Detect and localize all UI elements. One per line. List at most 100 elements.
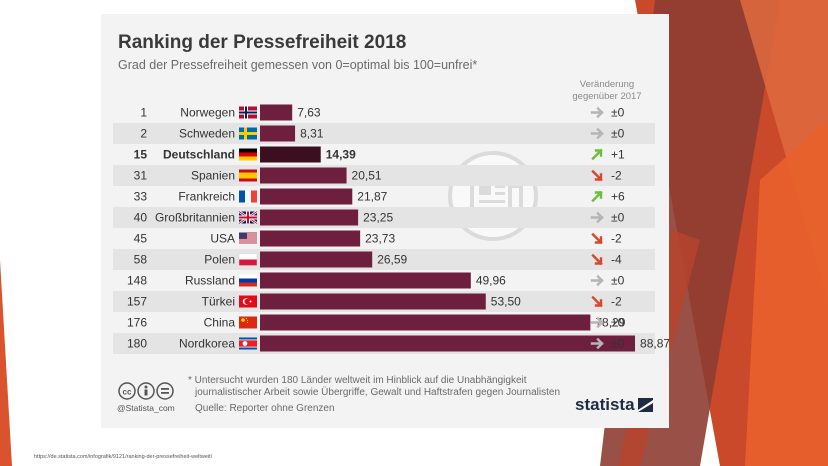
value-label: 7,63 [297, 106, 321, 120]
rank-label: 15 [134, 148, 148, 162]
rank-label: 40 [134, 211, 148, 225]
arrow-right-icon [590, 106, 604, 119]
value-label: 23,25 [363, 211, 393, 225]
flag-cn-icon [239, 316, 257, 329]
flag-gb-icon [238, 210, 258, 225]
bar-norwegen [260, 104, 293, 121]
chart-row-polen: 58 Polen 26,59 -4 [113, 249, 655, 270]
change-label: ±0 [611, 337, 625, 351]
chart-row-frankreich: 33 Frankreich 21,87 +6 [134, 188, 625, 205]
country-label: China [204, 316, 236, 330]
chart-row-schweden: 2 Schweden 8,31 ±0 [113, 123, 655, 144]
flag-us-icon [239, 232, 257, 245]
statista-logo: statista [575, 395, 635, 414]
chart-row-norwegen: 1 Norwegen 7,63 ±0 [140, 104, 625, 121]
change-label: ±0 [611, 127, 625, 141]
chart-row-nordkorea: 180 Nordkorea 88,87 ±0 [113, 333, 669, 354]
change-label: ±0 [611, 106, 625, 120]
rank-label: 33 [134, 190, 148, 204]
chart-title: Ranking der Pressefreiheit 2018 [118, 32, 406, 53]
flag-fr-icon [239, 190, 257, 203]
change-label: -2 [611, 169, 622, 183]
change-header-line2: gegenüber 2017 [572, 91, 641, 102]
chart-row-china: 176 China 78,29±0 [127, 314, 626, 331]
statista-logo-mark-cut [638, 400, 653, 412]
arrow-right-icon [590, 274, 604, 287]
country-label: Schweden [179, 127, 235, 141]
arrow-down-right-icon [591, 253, 603, 266]
change-header-line1: Veränderung [580, 79, 634, 90]
chart-subtitle: Grad der Pressefreiheit gemessen von 0=o… [118, 58, 477, 72]
flag-ru-icon [239, 274, 257, 287]
flag-kp-icon [239, 337, 257, 350]
change-label: ±0 [611, 316, 625, 330]
arrow-right-icon [590, 211, 604, 224]
source-url[interactable]: https://de.statista.com/infografik/9121/… [34, 454, 213, 460]
country-label: USA [210, 232, 235, 246]
rank-label: 45 [134, 232, 148, 246]
country-label: Nordkorea [179, 337, 235, 351]
attribution-icon [137, 382, 155, 400]
bar-großbritannien [260, 209, 359, 226]
value-label: 8,31 [300, 127, 324, 141]
change-label: -4 [611, 253, 622, 267]
arrow-down-right-icon [591, 232, 603, 245]
arrow-right-icon [590, 316, 604, 329]
footnote-line2: journalistischer Arbeit sowie Übergriffe… [194, 386, 560, 398]
bar-frankreich [260, 188, 353, 205]
footnote-line1: * Untersucht wurden 180 Länder weltweit … [188, 375, 527, 386]
rank-label: 180 [127, 337, 147, 351]
value-label: 78,29 [595, 316, 625, 330]
value-label: 14,39 [326, 148, 356, 162]
country-label: Spanien [191, 169, 235, 183]
infographic-card: Ranking der Pressefreiheit 2018 Grad der… [101, 14, 669, 428]
rank-label: 2 [140, 127, 147, 141]
flag-tr-icon [239, 295, 257, 308]
flag-se-icon [239, 127, 257, 140]
bar-nordkorea [260, 335, 636, 352]
statista-handle: @Statista_com [117, 403, 175, 413]
flag-de-icon [239, 148, 257, 161]
bar-usa [260, 230, 361, 247]
chart-row-deutschland: 15 Deutschland 14,39 +1 [134, 146, 625, 163]
country-label: Norwegen [180, 106, 235, 120]
no-derivatives-icon [156, 382, 174, 400]
deco-shape-left [0, 260, 12, 466]
rank-label: 148 [127, 274, 147, 288]
country-label: Frankreich [178, 190, 235, 204]
source-label: Quelle: Reporter ohne Grenzen [195, 403, 335, 414]
bar-schweden [260, 125, 296, 142]
arrow-up-right-icon [591, 148, 603, 161]
country-label: Großbritannien [155, 211, 235, 225]
svg-text:cc: cc [123, 388, 132, 397]
press-freedom-chart: Ranking der Pressefreiheit 2018 Grad der… [113, 32, 669, 414]
change-label: -2 [611, 232, 622, 246]
change-label: +1 [611, 148, 625, 162]
bar-polen [260, 251, 373, 268]
cc-license-icon: cc [118, 382, 136, 400]
arrow-down-right-icon [591, 295, 603, 308]
change-label: ±0 [611, 274, 625, 288]
country-label: Russland [185, 274, 235, 288]
country-label: Türkei [202, 295, 235, 309]
chart-rows: 1 Norwegen 7,63 ±0 2 Schweden 8,31 ±0 15 Deutschl… [113, 104, 669, 354]
change-label: +6 [611, 190, 625, 204]
arrow-right-icon [590, 337, 604, 350]
arrow-right-icon [590, 127, 604, 140]
value-label: 88,87 [640, 337, 669, 351]
flag-es-icon [239, 169, 257, 182]
bar-china [260, 314, 591, 331]
value-label: 21,87 [357, 190, 387, 204]
flag-no-icon [239, 106, 257, 119]
chart-row-großbritannien: 40 Großbritannien 23,25 ±0 [113, 207, 655, 228]
country-label: Polen [204, 253, 235, 267]
chart-row-spanien: 31 Spanien 20,51 -2 [113, 165, 655, 186]
bar-spanien [260, 167, 347, 184]
bar-türkei [260, 293, 486, 310]
chart-row-russland: 148 Russland 49,96 ±0 [127, 272, 625, 289]
value-label: 23,73 [365, 232, 395, 246]
rank-label: 1 [140, 106, 147, 120]
chart-row-usa: 45 USA 23,73 -2 [134, 230, 622, 247]
rank-label: 176 [127, 316, 147, 330]
